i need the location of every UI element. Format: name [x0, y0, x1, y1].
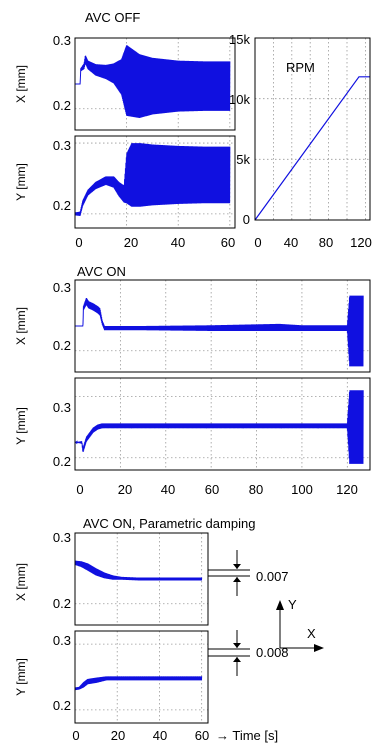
xtick-label: 120 — [336, 482, 358, 497]
gridlines — [75, 631, 208, 723]
gridlines — [75, 378, 370, 470]
rpm-title: RPM — [286, 60, 315, 75]
xtick-label: 80 — [249, 482, 263, 497]
ylabel: X [mm] — [14, 563, 28, 601]
xtick-label: 40 — [171, 235, 185, 250]
ytick-label: 0.3 — [53, 138, 71, 153]
plot-frame — [74, 279, 371, 373]
series-line — [75, 295, 364, 367]
xtick-label: 60 — [221, 235, 235, 250]
ylabel: Y [mm] — [14, 163, 28, 201]
ytick-label: 0.2 — [53, 198, 71, 213]
xtick-label: 120 — [350, 235, 372, 250]
time-axis-label: → Time [s] — [216, 728, 278, 743]
xtick-label: 20 — [124, 235, 138, 250]
ytick-label: 0.2 — [53, 98, 71, 113]
ytick-label: 0.3 — [53, 33, 71, 48]
amplitude-value: 0.008 — [256, 645, 289, 660]
ytick-label: 0.3 — [53, 633, 71, 648]
plot-rpm: RPM 15k 10k 5k 0 — [229, 32, 371, 227]
series-line — [74, 390, 364, 464]
plot-avc-on-x: 0.3 0.2 X [mm] — [14, 279, 371, 373]
series-line — [74, 676, 203, 691]
xtick-label: 80 — [319, 235, 333, 250]
xtick-label: 40 — [161, 482, 175, 497]
ytick-label: 0.2 — [53, 454, 71, 469]
ytick-label: 0.3 — [53, 530, 71, 545]
ylabel: Y [mm] — [14, 407, 28, 445]
ytick-label: 0.2 — [53, 338, 71, 353]
series-line — [75, 45, 231, 118]
xy-axes-indicator: Y X — [276, 597, 324, 652]
amplitude-marker-x: 0.007 — [208, 550, 289, 596]
title-avc-off: AVC OFF — [85, 10, 140, 25]
plot-damping-y: 0.3 0.2 Y [mm] — [14, 630, 209, 724]
axis-y-label: Y — [288, 597, 297, 612]
ytick-label: 5k — [236, 152, 250, 167]
plot-avc-off-x: 0.3 0.2 X [mm] — [14, 33, 236, 131]
ylabel: X [mm] — [14, 65, 28, 103]
gridlines — [255, 38, 370, 220]
ytick-label: 0.3 — [53, 280, 71, 295]
xtick-label: 40 — [284, 235, 298, 250]
series-line — [74, 143, 231, 216]
plot-frame — [74, 135, 236, 229]
series-line — [254, 76, 370, 221]
plot-damping-x: 0.3 0.2 X [mm] — [14, 530, 209, 626]
gridlines — [75, 532, 208, 625]
plot-frame — [74, 532, 209, 626]
xtick-label: 60 — [205, 482, 219, 497]
amplitude-marker-y: 0.008 — [208, 630, 289, 676]
axis-x-label: X — [307, 626, 316, 641]
ylabel: X [mm] — [14, 307, 28, 345]
ylabel: Y [mm] — [14, 658, 28, 696]
ytick-label: 10k — [229, 92, 250, 107]
xtick-label: 20 — [118, 482, 132, 497]
xtick-label: 0 — [254, 235, 261, 250]
series-line — [74, 560, 203, 581]
plot-frame — [74, 37, 236, 131]
gridlines — [75, 136, 235, 228]
plot-avc-on-y: 0.3 0.2 Y [mm] — [14, 377, 371, 471]
plot-frame — [74, 377, 371, 471]
plot-frame — [74, 630, 209, 724]
xtick-label: 60 — [195, 728, 209, 743]
ytick-label: 15k — [229, 32, 250, 47]
xtick-label: 0 — [76, 482, 83, 497]
xtick-label: 0 — [75, 235, 82, 250]
title-avc-on: AVC ON — [77, 264, 126, 279]
title-parametric-damping: AVC ON, Parametric damping — [83, 516, 255, 531]
ytick-label: 0.2 — [53, 698, 71, 713]
amplitude-value: 0.007 — [256, 569, 289, 584]
xtick-label: 100 — [291, 482, 313, 497]
ytick-label: 0.2 — [53, 596, 71, 611]
plot-frame — [254, 37, 371, 221]
ytick-label: 0 — [243, 212, 250, 227]
xtick-label: 40 — [153, 728, 167, 743]
xtick-label: 20 — [111, 728, 125, 743]
xtick-label: 0 — [72, 728, 79, 743]
ytick-label: 0.3 — [53, 400, 71, 415]
plot-avc-off-y: 0.3 0.2 Y [mm] — [14, 135, 236, 229]
